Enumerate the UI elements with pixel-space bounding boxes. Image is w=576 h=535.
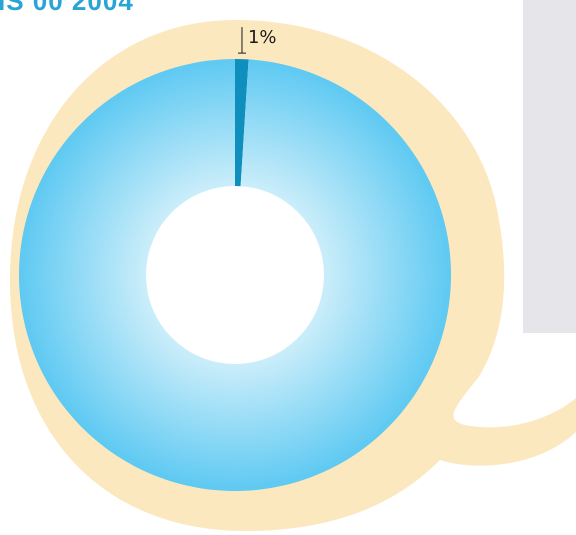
donut-labels: 1% [237, 27, 277, 54]
slice-label: 1% [248, 27, 277, 48]
chart-title-fragment: IS 00 2004 [0, 0, 134, 16]
side-panel [523, 0, 576, 333]
donut-hole [146, 186, 324, 364]
donut-slices [18, 59, 451, 492]
